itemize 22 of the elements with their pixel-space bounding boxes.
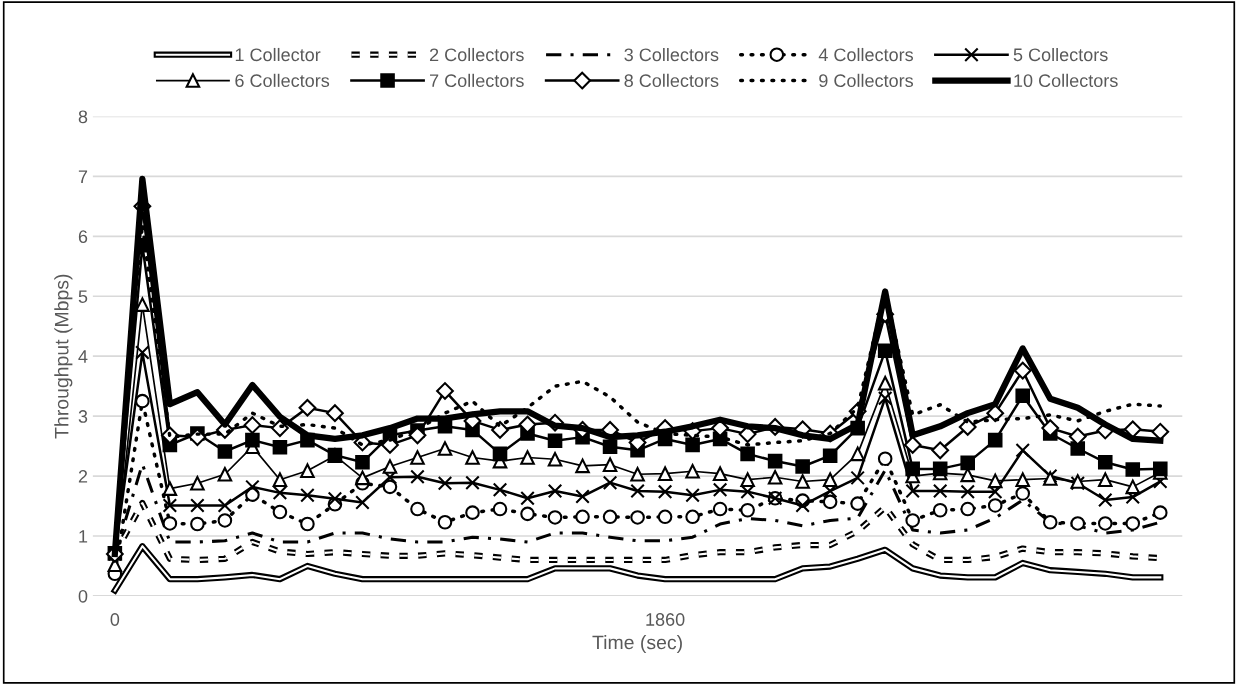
legend-label: 6 Collectors [235, 73, 330, 88]
y-tick-label: 1 [79, 530, 88, 543]
y-tick-label: 0 [78, 589, 88, 603]
y-tick-label: 7 [78, 170, 88, 183]
y-tick-label: 3 [78, 410, 88, 423]
x-tick-label: 1860 [646, 613, 685, 626]
y-tick-label: 6 [78, 230, 88, 244]
legend-label: 2 Collectors [429, 47, 524, 62]
legend-label: 5 Collectors [1013, 47, 1108, 62]
legend-label: 3 Collectors [624, 47, 719, 62]
y-tick-label: 5 [78, 290, 88, 303]
legend-label: 10 Collectors [1014, 73, 1118, 88]
legend-label: 7 Collectors [430, 73, 524, 88]
y-axis-title: Throughput (Mbps) [54, 274, 73, 439]
x-axis-title: Time (sec) [592, 635, 682, 654]
y-tick-label: 2 [78, 470, 88, 483]
y-tick-label: 4 [78, 350, 88, 363]
y-tick-label: 8 [78, 110, 88, 124]
legend-label: 1 Collector [235, 47, 321, 62]
legend-label: 9 Collectors [819, 73, 914, 88]
legend-label: 4 Collectors [818, 47, 914, 62]
legend-label: 8 Collectors [624, 73, 719, 88]
